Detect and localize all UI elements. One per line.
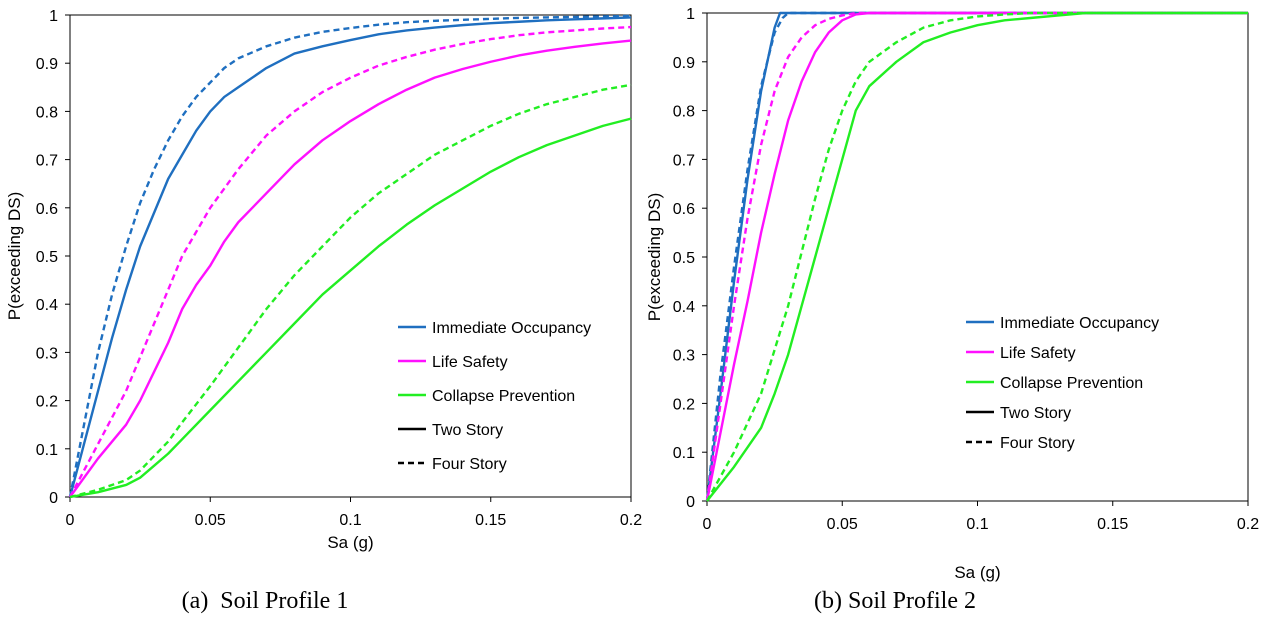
x-axis-label: Sa (g) xyxy=(327,533,373,552)
y-tick-label: 0.3 xyxy=(36,345,58,362)
x-tick-label: 0.05 xyxy=(195,512,226,529)
y-axis-label: P(exceeding DS) xyxy=(645,193,664,322)
x-tick-label: 0.1 xyxy=(966,516,988,533)
legend: Immediate Occupancy Life Safety Collapse P… xyxy=(398,320,591,473)
legend-label-4: Two Story xyxy=(1000,405,1071,422)
legend-label-1: Immediate Occupancy xyxy=(1000,315,1159,332)
series-line-5 xyxy=(706,11,1248,502)
series-line-3 xyxy=(69,39,632,498)
chart-panel-2: 0 0.1 0.2 0.3 0.4 0.5 0.6 0.7 0.8 0.9 1 0 0.05 0.1 0.1… xyxy=(645,6,1259,614)
y-tick-label: 1 xyxy=(49,8,58,25)
y-tick-label: 0.1 xyxy=(673,445,695,462)
legend-label-5: Four Story xyxy=(1000,435,1075,452)
series-line-2 xyxy=(68,14,632,498)
legend-label-2: Life Safety xyxy=(432,354,508,371)
series-line-4 xyxy=(68,25,632,498)
series-line-2 xyxy=(705,11,1248,502)
legend-label-4: Two Story xyxy=(432,422,503,439)
y-tick-label: 0.4 xyxy=(673,299,695,316)
y-tick-label: 0.6 xyxy=(36,201,58,218)
legend-label-1: Immediate Occupancy xyxy=(432,320,591,337)
y-axis-label: P(exceeding DS) xyxy=(5,192,24,321)
x-tick-label: 0.1 xyxy=(339,512,361,529)
legend-label-3: Collapse Prevention xyxy=(432,388,575,405)
y-tick-label: 0.5 xyxy=(36,249,58,266)
series-line-1 xyxy=(705,11,1248,502)
x-tick-label: 0.2 xyxy=(620,512,642,529)
y-tick-label: 0.9 xyxy=(673,55,695,72)
y-tick-label: 0.4 xyxy=(36,297,58,314)
y-tick-label: 0.9 xyxy=(36,56,58,73)
legend-label-3: Collapse Prevention xyxy=(1000,375,1143,392)
y-tick-label: 0.3 xyxy=(673,348,695,365)
legend: Immediate Occupancy Life Safety Collapse P… xyxy=(966,315,1159,452)
y-tick-label: 0.2 xyxy=(673,396,695,413)
x-tick-label: 0 xyxy=(66,512,75,529)
y-tick-label: 0 xyxy=(49,490,58,507)
x-tick-label: 0.15 xyxy=(475,512,506,529)
y-tick-label: 1 xyxy=(686,6,695,23)
legend-label-5: Four Story xyxy=(432,456,507,473)
chart-panel-1: 0 0.1 0.2 0.3 0.4 0.5 0.6 0.7 0.8 0.9 1 0 0.05 0.1 0.1… xyxy=(5,8,642,614)
y-tick-label: 0.7 xyxy=(673,152,695,169)
x-tick-label: 0.05 xyxy=(827,516,858,533)
x-axis-label: Sa (g) xyxy=(954,563,1000,582)
x-tick-label: 0 xyxy=(703,516,712,533)
y-tick-label: 0.8 xyxy=(673,104,695,121)
y-tick-label: 0.6 xyxy=(673,201,695,218)
y-tick-label: 0.2 xyxy=(36,394,58,411)
series-line-6 xyxy=(705,11,1248,502)
plot-area-frame xyxy=(706,12,1249,502)
series-line-3 xyxy=(705,11,1248,502)
series-line-5 xyxy=(69,117,632,499)
y-tick-label: 0.1 xyxy=(36,442,58,459)
plot-area-frame xyxy=(69,14,632,498)
panel-caption: (b) Soil Profile 2 xyxy=(814,588,976,614)
x-tick-label: 0.15 xyxy=(1097,516,1128,533)
series-line-1 xyxy=(68,16,632,498)
x-tick-label: 0.2 xyxy=(1237,516,1259,533)
panel-caption: (a) Soil Profile 1 xyxy=(182,588,349,614)
legend-label-2: Life Safety xyxy=(1000,345,1076,362)
y-tick-label: 0.5 xyxy=(673,250,695,267)
y-tick-label: 0.8 xyxy=(36,104,58,121)
series-line-6 xyxy=(69,83,632,499)
y-tick-label: 0 xyxy=(686,494,695,511)
series-line-4 xyxy=(705,11,1248,502)
y-tick-label: 0.7 xyxy=(36,153,58,170)
